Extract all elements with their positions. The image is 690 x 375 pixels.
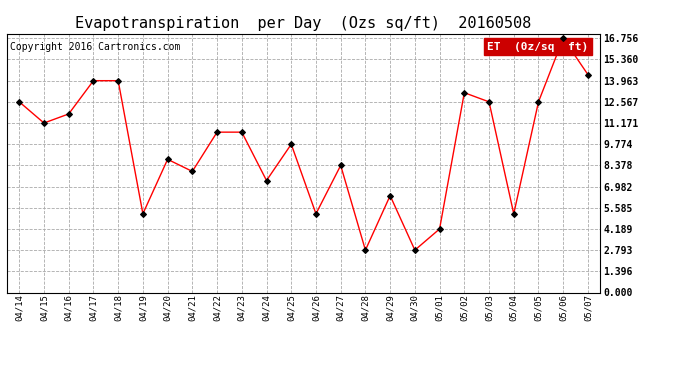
Point [187, 168, 198, 174]
Point [212, 129, 223, 135]
Point [88, 78, 99, 84]
Point [384, 193, 395, 199]
Point [484, 99, 495, 105]
Point [112, 78, 124, 84]
Point [509, 211, 520, 217]
Point [335, 162, 346, 168]
Point [14, 99, 25, 105]
Point [434, 226, 445, 232]
Title: Evapotranspiration  per Day  (Ozs sq/ft)  20160508: Evapotranspiration per Day (Ozs sq/ft) 2… [75, 16, 532, 31]
Point [582, 72, 593, 78]
Point [310, 211, 322, 217]
Point [533, 99, 544, 105]
Text: Copyright 2016 Cartronics.com: Copyright 2016 Cartronics.com [10, 42, 180, 51]
Text: ET  (0z/sq  ft): ET (0z/sq ft) [487, 42, 589, 51]
Point [162, 156, 173, 162]
Point [39, 120, 50, 126]
Point [360, 247, 371, 253]
Point [261, 177, 272, 183]
Point [236, 129, 247, 135]
Point [137, 211, 148, 217]
Point [63, 111, 75, 117]
Point [286, 141, 297, 147]
Point [558, 35, 569, 41]
Point [459, 90, 470, 96]
Point [409, 247, 420, 253]
